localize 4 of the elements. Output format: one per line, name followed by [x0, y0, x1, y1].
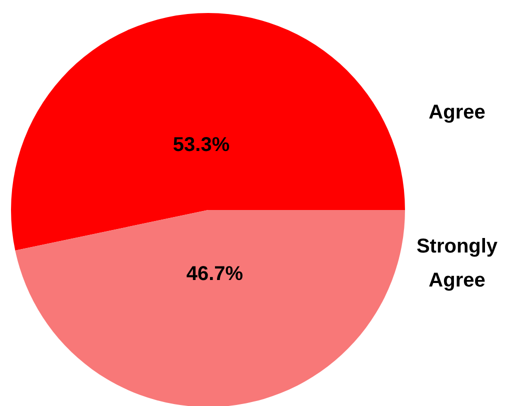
slice-label: Agree: [428, 102, 486, 124]
slice-label: Strongly Agree: [416, 236, 498, 292]
data-label: 46.7%: [186, 263, 244, 286]
data-label: 53.3%: [172, 134, 230, 156]
